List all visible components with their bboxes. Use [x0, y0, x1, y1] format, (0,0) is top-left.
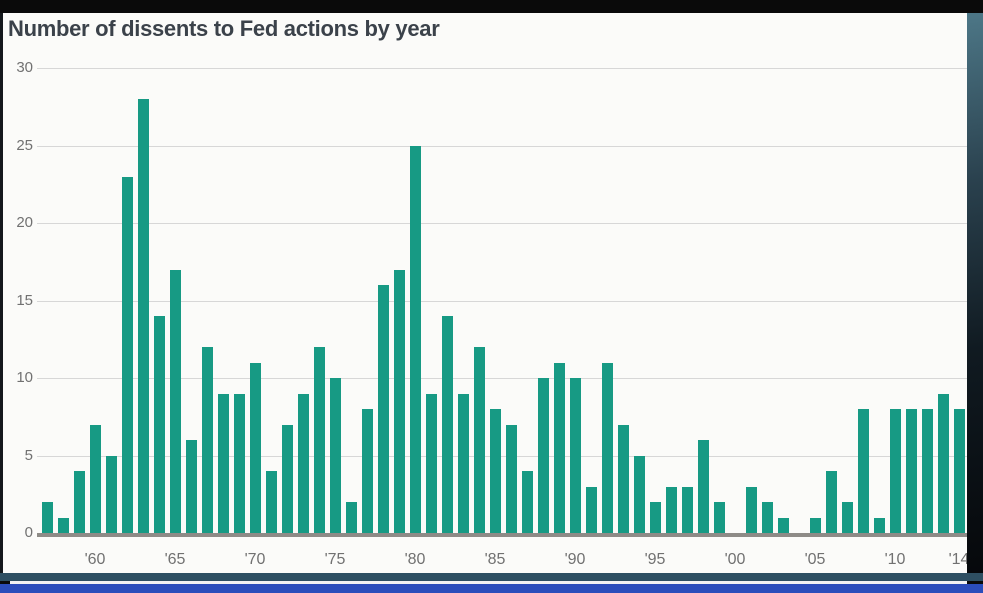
bar-1996 [665, 486, 677, 535]
window-left-border [0, 13, 3, 573]
gridline-5 [37, 455, 967, 457]
bar-1967 [201, 347, 213, 535]
bar-1989 [553, 362, 565, 535]
bar-2003 [777, 517, 789, 535]
x-tick-label-2005: '05 [804, 551, 826, 568]
bar-1985 [489, 409, 501, 535]
bar-1957 [41, 502, 53, 535]
bar-2011 [905, 409, 917, 535]
bar-1984 [473, 347, 485, 535]
bottom-slate-band [0, 573, 983, 581]
x-tick-label-1970: '70 [244, 551, 266, 568]
bar-1986 [505, 424, 517, 535]
bar-1995 [649, 502, 661, 535]
bar-1964 [153, 316, 165, 535]
bar-1975 [329, 378, 341, 535]
bar-2008 [857, 409, 869, 535]
bar-1983 [457, 393, 469, 535]
y-tick-label-0: 0 [24, 524, 33, 541]
bar-1970 [249, 362, 261, 535]
x-tick-label-1985: '85 [484, 551, 506, 568]
bar-1966 [185, 440, 197, 535]
bar-1969 [233, 393, 245, 535]
bar-2012 [921, 409, 933, 535]
bar-1968 [217, 393, 229, 535]
bar-2009 [873, 517, 885, 535]
x-tick-label-1990: '90 [564, 551, 586, 568]
bar-2010 [889, 409, 901, 535]
bar-1960 [89, 424, 101, 535]
bar-1999 [713, 502, 725, 535]
bar-2014 [953, 409, 965, 535]
chart-panel: Number of dissents to Fed actions by yea… [3, 13, 969, 573]
bar-1991 [585, 486, 597, 535]
x-tick-label-1995: '95 [644, 551, 666, 568]
window-top-border [0, 0, 983, 13]
bar-1988 [537, 378, 549, 535]
window-right-border [967, 13, 983, 573]
bar-1973 [297, 393, 309, 535]
gridline-10 [37, 378, 967, 379]
x-tick-label-1965: '65 [164, 551, 186, 568]
bar-1993 [617, 424, 629, 535]
x-tick-label-2014: '14 [948, 551, 970, 568]
bar-1963 [137, 99, 149, 535]
bar-1987 [521, 471, 533, 535]
bar-1974 [313, 347, 325, 535]
y-tick-label-15: 15 [16, 291, 33, 309]
bar-1979 [393, 269, 405, 535]
bar-1977 [361, 409, 373, 535]
bar-1990 [569, 378, 581, 535]
gridline-15 [37, 300, 967, 302]
y-tick-label-10: 10 [16, 369, 33, 386]
x-tick-label-1975: '75 [324, 551, 346, 568]
plot-area: 0 5 10 15 20 25 30 '60 '65 '70 '75 '80 '85 '90 '95 '00 '… [3, 13, 969, 573]
bar-1976 [345, 502, 357, 535]
gridline-30 [37, 68, 967, 69]
bar-1998 [697, 440, 709, 535]
y-tick-label-30: 30 [16, 59, 33, 76]
bar-2013 [937, 393, 949, 535]
bar-1992 [601, 362, 613, 535]
x-tick-label-2000: '00 [724, 551, 746, 568]
x-tick-label-1980: '80 [404, 551, 426, 568]
bar-1965 [169, 269, 181, 535]
bar-1958 [57, 517, 69, 535]
bottom-blue-band [0, 584, 983, 593]
bar-2007 [841, 502, 853, 535]
gridline-20 [37, 223, 967, 224]
x-tick-label-2010: '10 [884, 551, 906, 568]
gridline-25 [37, 145, 967, 147]
bar-1982 [441, 316, 453, 535]
bar-1972 [281, 424, 293, 535]
bar-1997 [681, 486, 693, 535]
bottom-white-line [10, 581, 967, 584]
bar-1961 [105, 455, 117, 535]
y-tick-label-20: 20 [16, 214, 33, 231]
bar-1959 [73, 471, 85, 535]
y-tick-label-25: 25 [16, 136, 33, 154]
bar-1994 [633, 455, 645, 535]
y-tick-label-5: 5 [24, 446, 33, 464]
x-axis-baseline [37, 533, 967, 537]
bar-2006 [825, 471, 837, 535]
bar-2005 [809, 517, 821, 535]
bar-1971 [265, 471, 277, 535]
bar-1981 [425, 393, 437, 535]
bar-1980 [409, 145, 421, 535]
bar-2001 [745, 486, 757, 535]
x-tick-label-1960: '60 [84, 551, 106, 568]
bar-1962 [121, 176, 133, 535]
bar-1978 [377, 285, 389, 535]
bar-2002 [761, 502, 773, 535]
chart-title: Number of dissents to Fed actions by yea… [8, 16, 440, 41]
